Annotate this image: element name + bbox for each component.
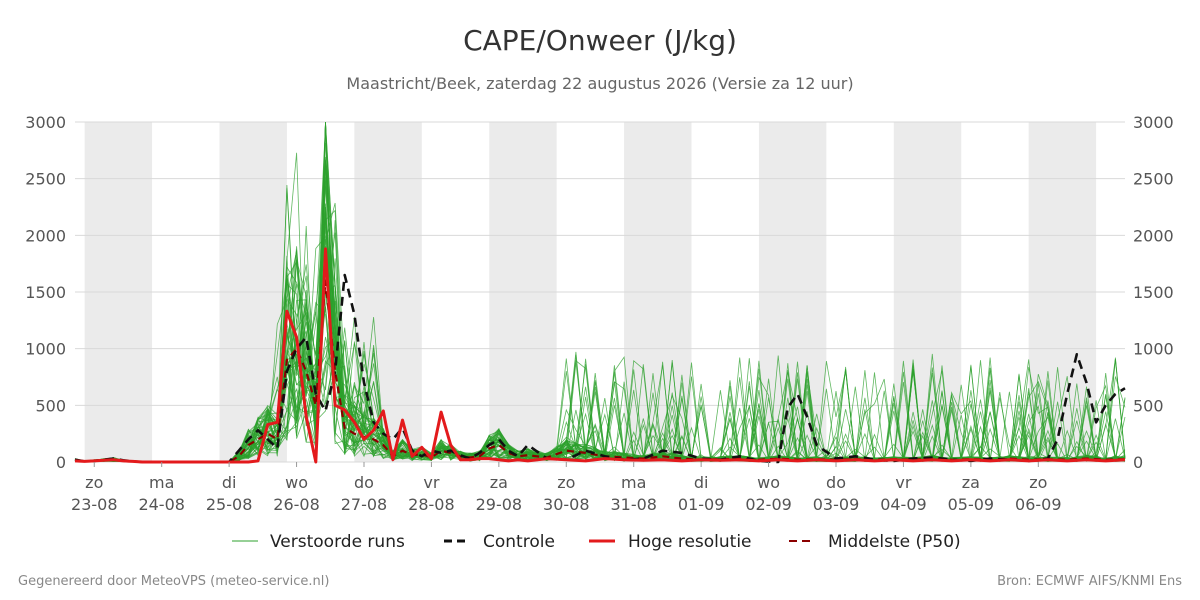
y-tick-right-1000: 1000 xyxy=(1133,340,1174,359)
x-tick-day-11: do xyxy=(826,473,846,492)
y-tick-left-500: 500 xyxy=(35,396,66,415)
x-tick-date-10: 02-09 xyxy=(745,495,792,514)
y-tick-left-0: 0 xyxy=(56,453,66,472)
x-tick-day-9: di xyxy=(694,473,709,492)
x-tick-day-8: ma xyxy=(621,473,646,492)
chart-subtitle: Maastricht/Beek, zaterdag 22 augustus 20… xyxy=(346,74,853,93)
x-tick-day-12: vr xyxy=(895,473,911,492)
y-tick-left-1500: 1500 xyxy=(25,283,66,302)
x-tick-date-7: 30-08 xyxy=(543,495,590,514)
footer-source: Bron: ECMWF AIFS/KNMI Ens xyxy=(997,574,1182,589)
x-tick-date-12: 04-09 xyxy=(880,495,927,514)
x-tick-date-5: 28-08 xyxy=(408,495,455,514)
legend-label-median: Middelste (P50) xyxy=(828,532,961,552)
y-tick-right-0: 0 xyxy=(1133,453,1143,472)
x-tick-date-13: 05-09 xyxy=(948,495,995,514)
ensemble-run-47 xyxy=(74,160,1126,463)
y-tick-left-1000: 1000 xyxy=(25,340,66,359)
x-tick-date-8: 31-08 xyxy=(610,495,657,514)
x-tick-day-5: vr xyxy=(423,473,439,492)
x-tick-day-1: ma xyxy=(149,473,174,492)
x-tick-day-2: di xyxy=(222,473,237,492)
x-tick-day-6: za xyxy=(490,473,508,492)
y-tick-left-2000: 2000 xyxy=(25,226,66,245)
x-tick-date-11: 03-09 xyxy=(813,495,860,514)
chart-title: CAPE/Onweer (J/kg) xyxy=(463,24,737,57)
x-tick-day-14: zo xyxy=(1029,473,1047,492)
y-tick-left-2500: 2500 xyxy=(25,170,66,189)
x-tick-day-10: wo xyxy=(757,473,780,492)
x-tick-date-14: 06-09 xyxy=(1015,495,1062,514)
y-tick-right-2000: 2000 xyxy=(1133,226,1174,245)
y-tick-right-500: 500 xyxy=(1133,396,1164,415)
x-tick-date-1: 24-08 xyxy=(138,495,185,514)
x-tick-day-4: do xyxy=(354,473,374,492)
legend: Verstoorde runs Controle Hoge resolutie … xyxy=(232,532,961,552)
y-tick-right-1500: 1500 xyxy=(1133,283,1174,302)
x-tick-date-6: 29-08 xyxy=(476,495,523,514)
footer-generated: Gegenereerd door MeteoVPS (meteo-service… xyxy=(18,574,329,589)
x-tick-day-13: za xyxy=(962,473,980,492)
legend-label-control: Controle xyxy=(483,532,555,552)
x-tick-date-3: 26-08 xyxy=(273,495,320,514)
x-tick-date-2: 25-08 xyxy=(206,495,253,514)
x-tick-day-3: wo xyxy=(285,473,308,492)
ensemble-run-50 xyxy=(74,220,1126,463)
y-tick-left-3000: 3000 xyxy=(25,113,66,132)
main-series xyxy=(74,247,1126,464)
x-tick-date-0: 23-08 xyxy=(71,495,118,514)
legend-label-ensemble: Verstoorde runs xyxy=(270,532,405,552)
x-tick-date-4: 27-08 xyxy=(341,495,388,514)
y-tick-right-3000: 3000 xyxy=(1133,113,1174,132)
x-tick-day-7: zo xyxy=(557,473,575,492)
y-axis-right: 0 500 1000 1500 2000 2500 3000 xyxy=(1133,113,1174,472)
x-tick-day-0: zo xyxy=(85,473,103,492)
y-axis-left: 0 500 1000 1500 2000 2500 3000 xyxy=(25,113,66,472)
legend-label-hires: Hoge resolutie xyxy=(628,532,752,552)
ensemble-run-48 xyxy=(74,171,1126,463)
x-axis: zo 23-08 ma 24-08 di 25-08 wo 26-08 do 27-08 vr 28-… xyxy=(71,462,1062,514)
ensemble-run-37 xyxy=(74,306,1125,463)
x-tick-date-9: 01-09 xyxy=(678,495,725,514)
y-tick-right-2500: 2500 xyxy=(1133,170,1174,189)
series-hoge-resolutie xyxy=(74,247,1126,464)
